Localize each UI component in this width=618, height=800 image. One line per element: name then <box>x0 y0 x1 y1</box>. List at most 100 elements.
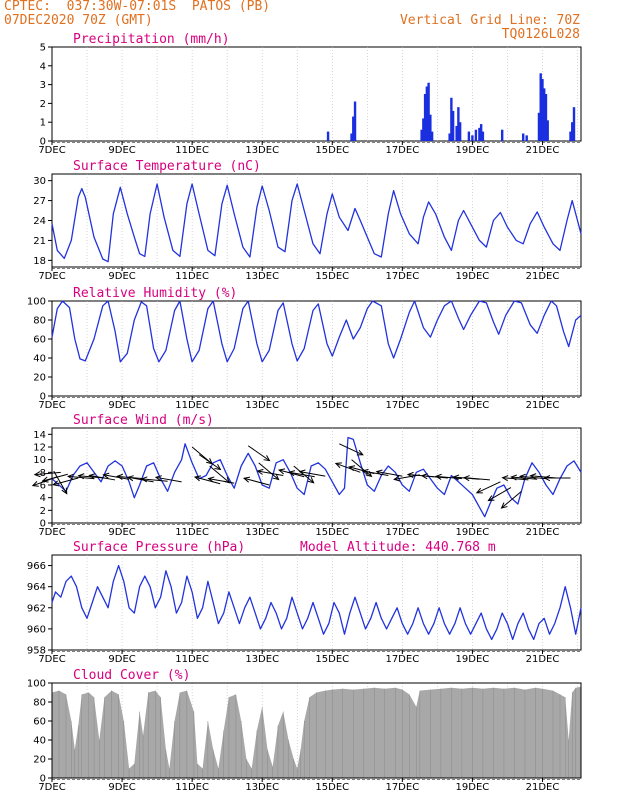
wind-arrow-head <box>375 469 383 476</box>
wind-arrow-shaft <box>258 462 279 480</box>
wind-arrow-shaft <box>299 471 326 477</box>
rh-ytick-label: 100 <box>27 297 46 308</box>
precip-bar <box>455 125 458 141</box>
cloud-ytick-label: 60 <box>33 717 46 728</box>
wind-ytick-label: 8 <box>40 468 46 479</box>
temp-series-line <box>51 183 582 263</box>
wind-arrow-head <box>356 449 364 456</box>
precip-title: Precipitation (mm/h) <box>73 32 230 47</box>
rh-xtick-label: 17DEC <box>385 400 419 411</box>
wind-arrow-shaft <box>155 476 182 483</box>
precip-bar <box>450 97 453 141</box>
wind-arrow-head <box>52 480 60 487</box>
cloud-ytick-label: 20 <box>33 755 46 766</box>
wind-xtick-label: 13DEC <box>245 527 279 538</box>
precip-bar <box>420 129 423 141</box>
wind-xtick-label: 17DEC <box>385 527 419 538</box>
wind-arrow-head <box>543 474 551 482</box>
pressure-xtick-label: 19DEC <box>456 654 490 665</box>
wind-arrow-shaft <box>243 477 270 486</box>
wind-arrow-shaft <box>257 470 284 476</box>
pressure-ytick-label: 958 <box>27 646 46 657</box>
rh-series-line <box>51 300 582 363</box>
wind-arrow-head <box>77 473 85 480</box>
wind-ytick-label: 0 <box>40 519 46 530</box>
wind-arrow-head <box>126 475 134 482</box>
wind-arrow-shaft <box>34 471 61 476</box>
precip-bar <box>500 129 504 141</box>
precip-xtick-label: 9DEC <box>108 145 135 156</box>
pressure-xtick-label: 9DEC <box>108 654 135 665</box>
temp-xtick-label: 15DEC <box>315 271 349 282</box>
precip-ytick-label: 3 <box>40 80 46 91</box>
precip-bar <box>353 101 357 141</box>
rh-xtick-label: 11DEC <box>175 400 209 411</box>
wind-arrow-shaft <box>278 469 305 478</box>
wind-ytick-label: 14 <box>33 430 46 441</box>
rh-xtick-label: 21DEC <box>526 400 560 411</box>
wind-arrow-shaft <box>209 465 230 484</box>
pressure-xtick-label: 21DEC <box>526 654 560 665</box>
wind-arrow-head <box>256 468 264 475</box>
cloud-xtick-label: 19DEC <box>456 782 490 793</box>
wind-arrow-shaft <box>198 454 221 470</box>
temp-frame <box>51 173 582 268</box>
wind-arrow-shaft <box>208 478 235 484</box>
wind-arrow-head <box>278 468 286 475</box>
precip-bar <box>448 133 451 141</box>
wind-arrow-head <box>33 471 41 478</box>
wind-arrow-shaft <box>289 471 315 478</box>
temp-ytick-label: 27 <box>33 196 46 207</box>
temp-ytick-label: 30 <box>33 176 46 187</box>
wind-arrow-head <box>452 474 460 481</box>
precip-bar <box>572 107 576 141</box>
wind-arrow-head <box>193 475 202 482</box>
rh-ytick-label: 40 <box>33 354 46 365</box>
rh-ytick-label: 0 <box>40 392 46 403</box>
wind-arrow-head <box>66 473 74 480</box>
wind-arrow-head <box>500 502 508 509</box>
precip-xtick-label: 13DEC <box>245 145 279 156</box>
pressure-xtick-label: 13DEC <box>245 654 279 665</box>
wind-arrow-head <box>272 473 280 481</box>
wind-arrow-head <box>393 475 401 482</box>
precip-bar <box>457 107 460 141</box>
rh-ytick-label: 20 <box>33 373 46 384</box>
wind-arrow-head <box>102 472 110 479</box>
precip-bar <box>543 88 546 141</box>
wind-arrow-shaft <box>488 487 512 501</box>
wind-arrow-shaft <box>339 443 364 456</box>
wind-xtick-label: 11DEC <box>175 527 209 538</box>
precip-bar <box>422 118 425 141</box>
rh-title: Relative Humidity (%) <box>73 286 237 301</box>
precip-bar <box>430 131 434 141</box>
wind-arrow-shaft <box>42 473 68 482</box>
wind-arrow-head <box>242 476 251 483</box>
wind-arrow-head <box>41 476 49 483</box>
wind-arrow-head <box>420 473 428 480</box>
cloud-xtick-label: 9DEC <box>108 782 135 793</box>
wind-arrow-head <box>214 464 222 471</box>
precip-bar <box>571 122 574 141</box>
temp-xtick-label: 19DEC <box>456 271 490 282</box>
wind-arrow-shaft <box>351 459 372 477</box>
wind-arrow-shaft <box>502 477 529 481</box>
wind-arrow-head <box>31 481 39 487</box>
temp-xtick-label: 9DEC <box>108 271 135 282</box>
pressure-ytick-label: 962 <box>27 603 46 614</box>
precip-bar <box>569 131 572 141</box>
wind-arrow-shaft <box>501 490 522 509</box>
temp-ytick-label: 18 <box>33 256 46 267</box>
precip-bar <box>537 112 541 141</box>
wind-arrow-head <box>510 474 518 481</box>
pressure-ytick-label: 964 <box>27 582 46 593</box>
pressure-ytick-label: 960 <box>27 624 46 635</box>
rh-xtick-label: 7DEC <box>38 400 65 411</box>
wind-arrow-head <box>263 455 271 462</box>
wind-ytick-label: 6 <box>40 481 46 492</box>
rh-frame <box>51 300 582 397</box>
wind-arrow-shaft <box>335 462 361 473</box>
pressure-frame <box>51 554 582 651</box>
pressure-annotation: Model Altitude: 440.768 m <box>300 540 496 555</box>
temp-ytick-label: 24 <box>33 216 46 227</box>
